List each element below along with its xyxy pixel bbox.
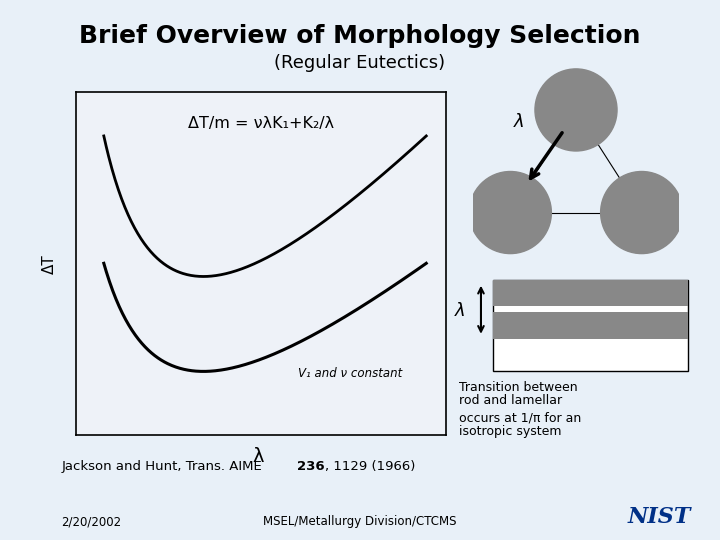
Text: MSEL/Metallurgy Division/CTCMS: MSEL/Metallurgy Division/CTCMS bbox=[264, 515, 456, 528]
Text: isotropic system: isotropic system bbox=[459, 425, 562, 438]
Circle shape bbox=[469, 172, 552, 254]
Text: V₁ and ν constant: V₁ and ν constant bbox=[298, 367, 402, 380]
Bar bbox=[492, 312, 688, 339]
Text: (Regular Eutectics): (Regular Eutectics) bbox=[274, 54, 446, 72]
Text: , 1129 (1966): , 1129 (1966) bbox=[325, 460, 415, 473]
Text: Jackson and Hunt, Trans. AIME: Jackson and Hunt, Trans. AIME bbox=[61, 460, 266, 473]
Circle shape bbox=[600, 172, 683, 254]
Text: λ: λ bbox=[252, 447, 264, 466]
Text: $\lambda$: $\lambda$ bbox=[454, 302, 465, 320]
Text: occurs at 1/π for an: occurs at 1/π for an bbox=[459, 411, 582, 424]
Text: rod and lamellar: rod and lamellar bbox=[459, 394, 562, 407]
Text: 2/20/2002: 2/20/2002 bbox=[61, 515, 122, 528]
Text: $\lambda$: $\lambda$ bbox=[513, 113, 524, 131]
Text: Brief Overview of Morphology Selection: Brief Overview of Morphology Selection bbox=[79, 24, 641, 48]
Bar bbox=[492, 280, 688, 370]
Text: ΔT/m = νλK₁+K₂/λ: ΔT/m = νλK₁+K₂/λ bbox=[188, 116, 334, 131]
Text: ΔT: ΔT bbox=[42, 255, 56, 274]
Circle shape bbox=[535, 69, 617, 151]
Text: NIST: NIST bbox=[627, 506, 690, 528]
Text: 236: 236 bbox=[297, 460, 325, 473]
Text: Transition between: Transition between bbox=[459, 381, 578, 394]
Bar bbox=[492, 280, 688, 307]
